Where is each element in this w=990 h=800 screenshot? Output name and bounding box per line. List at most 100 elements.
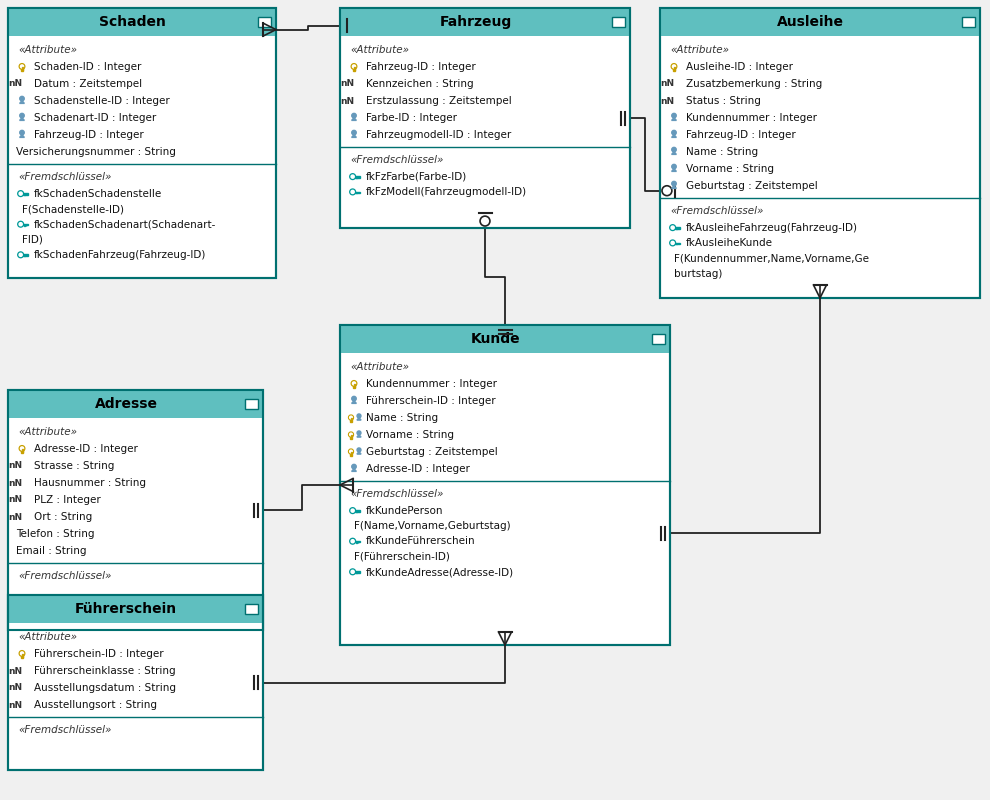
Text: Adresse-ID : Integer: Adresse-ID : Integer <box>34 444 138 454</box>
Text: «Attribute»: «Attribute» <box>670 45 729 55</box>
Text: nN: nN <box>660 79 674 89</box>
Text: «Fremdschlüssel»: «Fremdschlüssel» <box>18 725 111 735</box>
Text: Kundennummer : Integer: Kundennummer : Integer <box>686 113 817 123</box>
Bar <box>660 8 980 36</box>
Polygon shape <box>351 134 356 138</box>
Circle shape <box>357 431 361 435</box>
Text: nN: nN <box>340 97 354 106</box>
Bar <box>612 17 625 27</box>
Bar <box>8 8 276 278</box>
Text: nN: nN <box>8 666 22 675</box>
Circle shape <box>349 569 355 574</box>
Bar <box>353 66 354 71</box>
Circle shape <box>672 114 676 118</box>
Circle shape <box>672 164 676 169</box>
Bar <box>660 8 980 298</box>
Text: fkAusleiheKunde: fkAusleiheKunde <box>686 238 773 248</box>
Text: Führerschein: Führerschein <box>75 602 177 616</box>
Bar <box>8 390 263 630</box>
Polygon shape <box>357 452 361 454</box>
Polygon shape <box>351 401 356 403</box>
Text: F(Name,Vorname,Geburtstag): F(Name,Vorname,Geburtstag) <box>354 522 511 531</box>
Text: PLZ : Integer: PLZ : Integer <box>34 495 101 505</box>
Circle shape <box>351 464 356 469</box>
Text: «Attribute»: «Attribute» <box>18 45 77 55</box>
Polygon shape <box>20 134 25 138</box>
Text: Versicherungsnummer : String: Versicherungsnummer : String <box>16 147 176 157</box>
Text: Telefon : String: Telefon : String <box>16 529 94 539</box>
Text: Vorname : String: Vorname : String <box>366 430 454 440</box>
Bar <box>354 541 359 542</box>
Circle shape <box>19 254 22 256</box>
Circle shape <box>19 64 25 70</box>
Text: Zusatzbemerkung : String: Zusatzbemerkung : String <box>686 79 823 89</box>
Polygon shape <box>351 118 356 120</box>
Bar <box>23 254 28 256</box>
Text: nN: nN <box>8 495 22 505</box>
Text: «Attribute»: «Attribute» <box>18 427 77 437</box>
Bar <box>340 325 670 645</box>
Text: Vorname : String: Vorname : String <box>686 164 774 174</box>
Polygon shape <box>671 186 676 188</box>
Text: Ausleihe: Ausleihe <box>777 15 844 29</box>
Text: nN: nN <box>8 513 22 522</box>
Circle shape <box>351 570 354 574</box>
Text: Geburtstag : Zeitstempel: Geburtstag : Zeitstempel <box>686 181 818 191</box>
Circle shape <box>19 446 25 451</box>
Text: fkFzFarbe(Farbe-ID): fkFzFarbe(Farbe-ID) <box>366 172 467 182</box>
Text: «Fremdschlüssel»: «Fremdschlüssel» <box>670 206 763 216</box>
Circle shape <box>351 64 356 70</box>
Bar <box>8 390 263 630</box>
Circle shape <box>20 130 24 135</box>
Text: Kundennummer : Integer: Kundennummer : Integer <box>366 379 497 389</box>
Text: nN: nN <box>8 462 22 470</box>
Circle shape <box>20 114 24 118</box>
Circle shape <box>21 447 24 450</box>
Text: nN: nN <box>340 79 354 89</box>
Text: F(Schadenstelle-ID): F(Schadenstelle-ID) <box>22 204 124 214</box>
Text: Fahrzeugmodell-ID : Integer: Fahrzeugmodell-ID : Integer <box>366 130 511 140</box>
Bar <box>673 66 674 71</box>
Text: Führerscheinklasse : String: Führerscheinklasse : String <box>34 666 175 676</box>
Bar <box>8 595 263 623</box>
Text: Fahrzeug-ID : Integer: Fahrzeug-ID : Integer <box>34 130 144 140</box>
Bar <box>22 654 23 658</box>
Text: nN: nN <box>8 683 22 693</box>
Text: Führerschein-ID : Integer: Führerschein-ID : Integer <box>34 649 163 659</box>
Circle shape <box>672 130 676 135</box>
Bar <box>23 224 28 225</box>
Circle shape <box>351 175 354 178</box>
Text: «Attribute»: «Attribute» <box>350 45 409 55</box>
Text: fkFzModell(Fahrzeugmodell-ID): fkFzModell(Fahrzeugmodell-ID) <box>366 187 527 197</box>
Circle shape <box>349 189 355 194</box>
Text: nN: nN <box>8 79 22 89</box>
Circle shape <box>670 240 675 246</box>
Polygon shape <box>20 101 25 103</box>
Text: Strasse : String: Strasse : String <box>34 461 115 471</box>
Circle shape <box>351 190 354 194</box>
Circle shape <box>357 414 361 418</box>
Circle shape <box>671 226 674 229</box>
Text: Farbe-ID : Integer: Farbe-ID : Integer <box>366 113 457 123</box>
Text: Ausstellungsort : String: Ausstellungsort : String <box>34 700 157 710</box>
Circle shape <box>351 509 354 512</box>
Text: nN: nN <box>660 97 674 106</box>
Circle shape <box>352 65 355 68</box>
Text: «Attribute»: «Attribute» <box>18 632 77 642</box>
Text: nN: nN <box>8 701 22 710</box>
Circle shape <box>352 382 355 385</box>
Circle shape <box>19 192 22 195</box>
Circle shape <box>349 450 352 453</box>
Text: FID): FID) <box>22 234 43 245</box>
Circle shape <box>349 174 355 179</box>
Bar <box>22 449 23 454</box>
Bar <box>652 334 665 344</box>
Text: Kunde: Kunde <box>470 332 521 346</box>
Text: fkKundeAdresse(Adresse-ID): fkKundeAdresse(Adresse-ID) <box>366 567 514 577</box>
Text: Schadenart-ID : Integer: Schadenart-ID : Integer <box>34 113 156 123</box>
Bar <box>340 8 630 228</box>
Text: Ort : String: Ort : String <box>34 512 92 522</box>
Circle shape <box>349 538 355 544</box>
Circle shape <box>349 416 352 419</box>
Circle shape <box>671 242 674 245</box>
